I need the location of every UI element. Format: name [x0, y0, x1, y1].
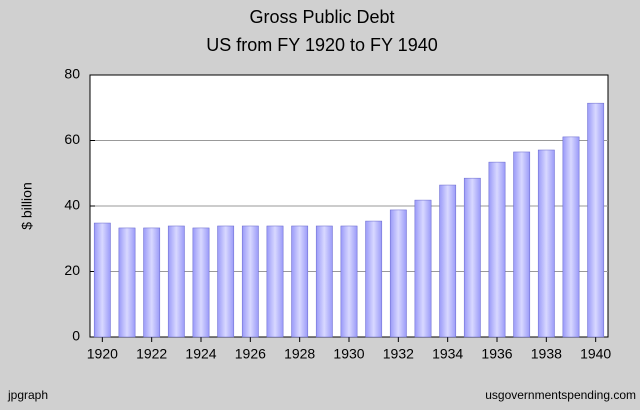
- bar: [315, 225, 333, 338]
- y-tick-label: 80: [64, 66, 80, 82]
- bar: [537, 149, 555, 338]
- y-tick-label: 20: [64, 262, 80, 278]
- x-tick-label: 1926: [235, 346, 266, 362]
- bar: [463, 177, 481, 338]
- source: usgovernmentspending.com: [485, 388, 636, 402]
- bar: [266, 225, 284, 338]
- bar: [217, 225, 235, 338]
- x-tick-label: 1936: [481, 346, 512, 362]
- x-tick-label: 1940: [580, 346, 611, 362]
- bar: [93, 222, 111, 338]
- bar: [587, 102, 605, 338]
- x-tick-label: 1938: [531, 346, 562, 362]
- bar: [365, 220, 383, 338]
- bar: [167, 225, 185, 338]
- x-tick-label: 1922: [136, 346, 167, 362]
- bar: [439, 184, 457, 338]
- chart-subtitle: US from FY 1920 to FY 1940: [206, 35, 437, 55]
- bar: [340, 225, 358, 338]
- bar: [389, 209, 407, 338]
- x-tick-label: 1920: [87, 346, 118, 362]
- chart-title: Gross Public Debt: [249, 7, 394, 27]
- bar: [488, 161, 506, 338]
- x-tick-label: 1934: [432, 346, 463, 362]
- y-tick-label: 60: [64, 131, 80, 147]
- bar: [291, 225, 309, 338]
- bar: [143, 227, 161, 338]
- credit: jpgraph: [7, 388, 48, 402]
- x-tick-label: 1930: [333, 346, 364, 362]
- y-tick-label: 0: [72, 328, 80, 344]
- x-tick-label: 1924: [185, 346, 216, 362]
- y-tick-label: 40: [64, 197, 80, 213]
- x-tick-label: 1928: [284, 346, 315, 362]
- x-tick-label: 1932: [383, 346, 414, 362]
- bar: [192, 227, 210, 338]
- bar: [562, 136, 580, 338]
- bar: [414, 199, 432, 338]
- y-axis-label: $ billion: [19, 182, 35, 229]
- bar: [241, 225, 259, 338]
- bar: [118, 227, 136, 338]
- bar: [513, 151, 531, 338]
